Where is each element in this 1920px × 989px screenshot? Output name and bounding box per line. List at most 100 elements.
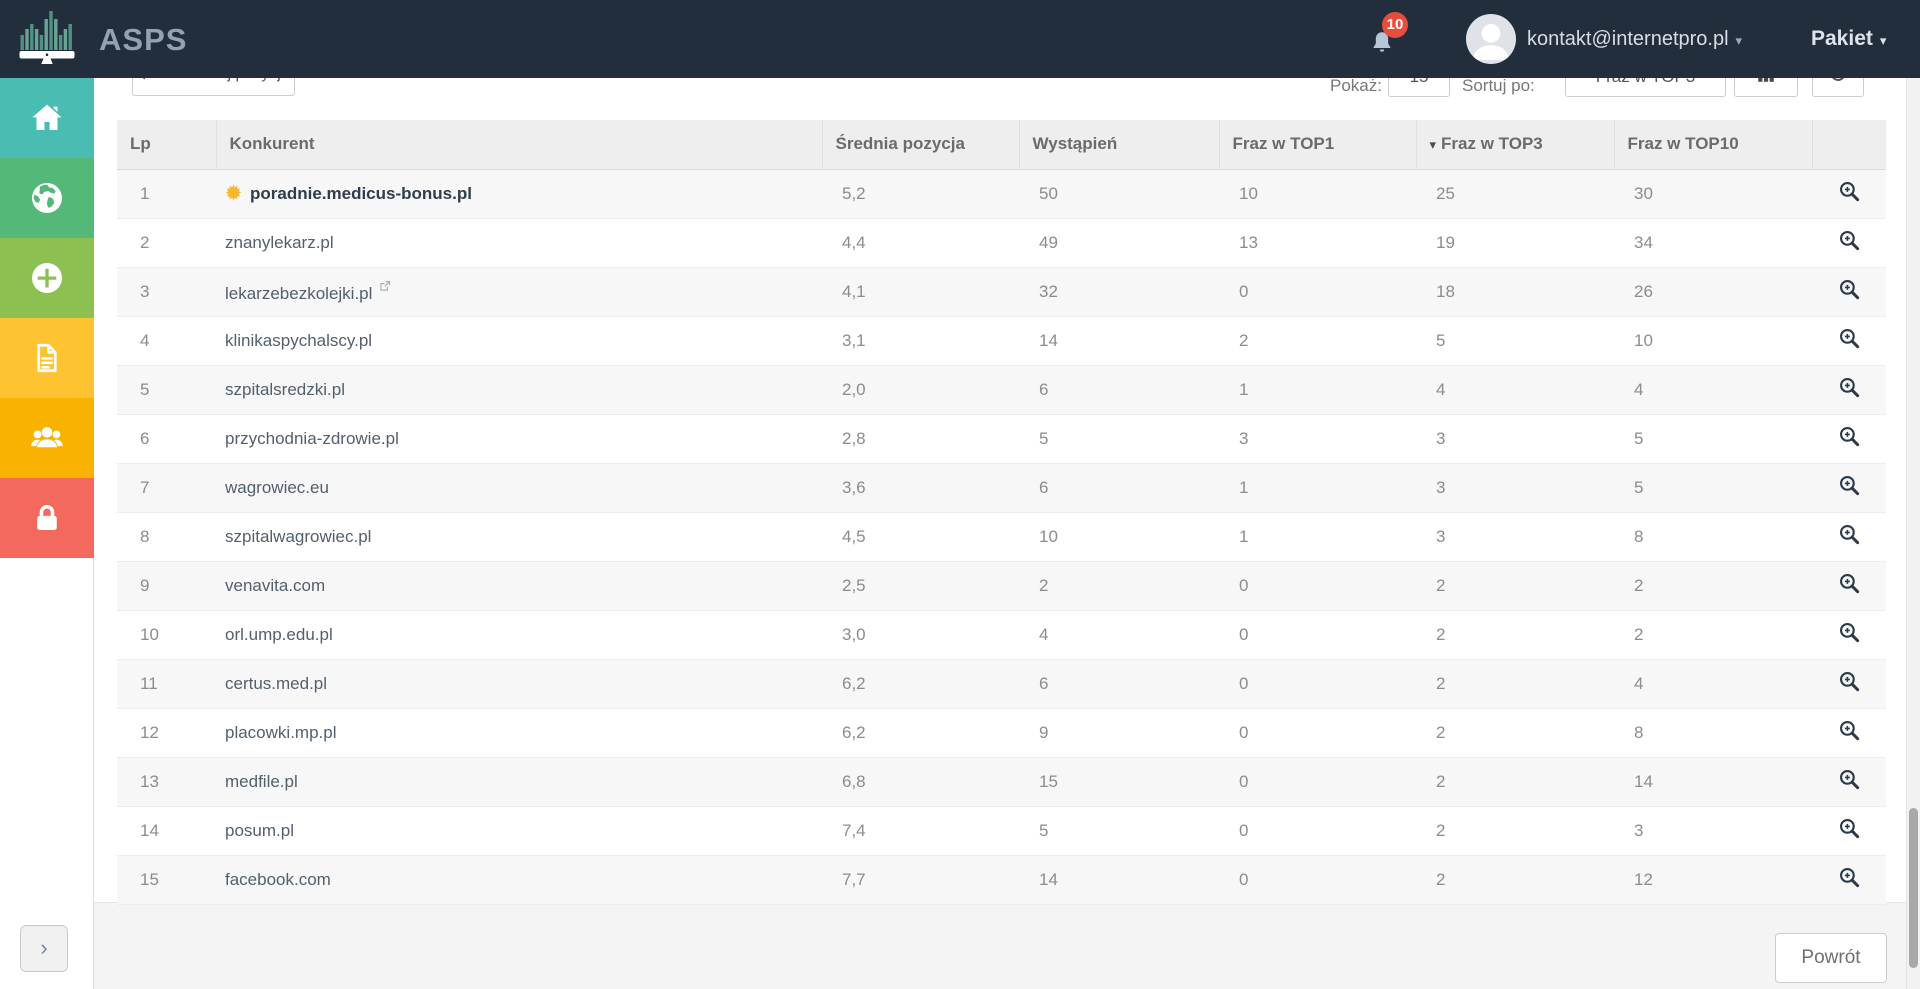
- column-header-top1[interactable]: Fraz w TOP1: [1219, 120, 1417, 170]
- sidebar-item-lock[interactable]: [0, 478, 94, 558]
- competitor-cell: placowki.mp.pl: [216, 708, 822, 757]
- row-zoom-button[interactable]: [1838, 327, 1861, 350]
- occurrences-cell: 10: [1039, 526, 1058, 546]
- table-row: 13 medfile.pl 6,8 15 0 2 14: [117, 757, 1886, 806]
- external-link-icon[interactable]: [378, 279, 392, 293]
- top3-cell: 2: [1436, 624, 1446, 644]
- competitor-cell: venavita.com: [216, 561, 822, 610]
- row-zoom-button[interactable]: [1838, 817, 1861, 840]
- competitor-domain: orl.ump.edu.pl: [225, 624, 333, 644]
- users-icon: [29, 420, 65, 456]
- zoom-in-icon: [1838, 376, 1861, 399]
- avg-position-cell: 6,8: [842, 771, 866, 791]
- row-zoom-button[interactable]: [1838, 866, 1861, 889]
- plus-circle-icon: [29, 260, 65, 296]
- competitors-table: Lp Konkurent Średnia pozycja Wystąpień Fraz …: [117, 120, 1886, 905]
- column-header-top10[interactable]: Fraz w TOP10: [1614, 120, 1813, 170]
- actions-cell: [1812, 169, 1886, 218]
- top1-cell: 0: [1239, 771, 1249, 791]
- competitor-cell: szpitalwagrowiec.pl: [216, 512, 822, 561]
- top10-cell: 2: [1634, 575, 1644, 595]
- competitor-cell: klinikaspychalscy.pl: [216, 316, 822, 365]
- user-menu[interactable]: kontakt@internetpro.pl ▾: [1527, 0, 1742, 78]
- top10-cell: 4: [1634, 673, 1644, 693]
- competitor-cell: przychodnia-zdrowie.pl: [216, 414, 822, 463]
- zoom-in-icon: [1838, 474, 1861, 497]
- sidebar-item-home[interactable]: [0, 78, 94, 158]
- notifications-button[interactable]: 10: [1368, 12, 1422, 66]
- column-header-lp[interactable]: Lp: [117, 120, 217, 170]
- actions-cell: [1812, 610, 1886, 659]
- top10-cell: 8: [1634, 722, 1644, 742]
- avg-position-cell: 2,8: [842, 428, 866, 448]
- sidebar-item-document[interactable]: [0, 318, 94, 398]
- competitor-domain: klinikaspychalscy.pl: [225, 330, 373, 350]
- package-menu[interactable]: Pakiet ▾: [1811, 0, 1886, 78]
- column-header-label: Lp: [130, 134, 151, 154]
- vertical-scrollbar: [1906, 78, 1920, 989]
- row-zoom-button[interactable]: [1838, 621, 1861, 644]
- top1-cell: 0: [1239, 722, 1249, 742]
- avg-position-cell: 2,0: [842, 379, 866, 399]
- row-zoom-button[interactable]: [1838, 180, 1861, 203]
- top3-cell: 18: [1436, 281, 1455, 301]
- competitor-cell: wagrowiec.eu: [216, 463, 822, 512]
- top1-cell: 0: [1239, 575, 1249, 595]
- notifications-badge: 10: [1382, 12, 1408, 38]
- user-avatar[interactable]: [1466, 14, 1516, 64]
- avg-position-cell: 4,4: [842, 232, 866, 252]
- lock-icon: [29, 500, 65, 536]
- column-header-label: Fraz w TOP10: [1627, 134, 1739, 154]
- row-zoom-button[interactable]: [1838, 572, 1861, 595]
- table-header-row: Lp Konkurent Średnia pozycja Wystąpień Fraz …: [117, 120, 1886, 170]
- sort-by-label: Sortuj po:: [1462, 76, 1535, 95]
- row-zoom-button[interactable]: [1838, 278, 1861, 301]
- top10-cell: 3: [1634, 820, 1644, 840]
- column-header-actions[interactable]: [1812, 120, 1886, 170]
- zoom-in-icon: [1838, 229, 1861, 252]
- lp-cell: 6: [140, 428, 150, 448]
- avg-position-cell: 7,7: [842, 869, 866, 889]
- row-zoom-button[interactable]: [1838, 523, 1861, 546]
- row-zoom-button[interactable]: [1838, 768, 1861, 791]
- row-zoom-button[interactable]: [1838, 425, 1861, 448]
- table-row: 14 posum.pl 7,4 5 0 2 3: [117, 806, 1886, 855]
- back-button[interactable]: Powrót: [1775, 933, 1887, 983]
- table-row: 15 facebook.com 7,7 14 0 2 12: [117, 855, 1886, 904]
- footer-strip: [94, 903, 1906, 989]
- competitor-domain: facebook.com: [225, 869, 331, 889]
- sidebar: ›: [0, 78, 94, 989]
- column-header-label: Fraz w TOP1: [1232, 134, 1335, 154]
- occurrences-cell: 4: [1039, 624, 1049, 644]
- row-zoom-button[interactable]: [1838, 229, 1861, 252]
- column-header-top3[interactable]: ▾ Fraz w TOP3: [1416, 120, 1615, 170]
- lp-cell: 4: [140, 330, 150, 350]
- row-zoom-button[interactable]: [1838, 670, 1861, 693]
- competitor-domain: placowki.mp.pl: [225, 722, 337, 742]
- sidebar-item-users[interactable]: [0, 398, 94, 478]
- column-header-domain[interactable]: Konkurent: [216, 120, 823, 170]
- table-row: 10 orl.ump.edu.pl 3,0 4 0 2 2: [117, 610, 1886, 659]
- avg-position-cell: 4,5: [842, 526, 866, 546]
- document-icon: [29, 340, 65, 376]
- occurrences-cell: 9: [1039, 722, 1049, 742]
- scrollbar-thumb[interactable]: [1909, 808, 1918, 968]
- top10-cell: 34: [1634, 232, 1653, 252]
- row-zoom-button[interactable]: [1838, 474, 1861, 497]
- column-header-avg[interactable]: Średnia pozycja: [822, 120, 1020, 170]
- avg-position-cell: 7,4: [842, 820, 866, 840]
- sidebar-item-globe[interactable]: [0, 158, 94, 238]
- competitor-domain: certus.med.pl: [225, 673, 328, 693]
- sidebar-expand-button[interactable]: ›: [20, 925, 68, 972]
- top3-cell: 3: [1436, 428, 1446, 448]
- column-header-occurrences[interactable]: Wystąpień: [1019, 120, 1220, 170]
- zoom-in-icon: [1838, 278, 1861, 301]
- top3-cell: 4: [1436, 379, 1446, 399]
- sidebar-item-plus-circle[interactable]: [0, 238, 94, 318]
- avg-position-cell: 3,1: [842, 330, 866, 350]
- lp-cell: 14: [140, 820, 159, 840]
- row-zoom-button[interactable]: [1838, 376, 1861, 399]
- row-zoom-button[interactable]: [1838, 719, 1861, 742]
- zoom-in-icon: [1838, 180, 1861, 203]
- actions-cell: [1812, 855, 1886, 904]
